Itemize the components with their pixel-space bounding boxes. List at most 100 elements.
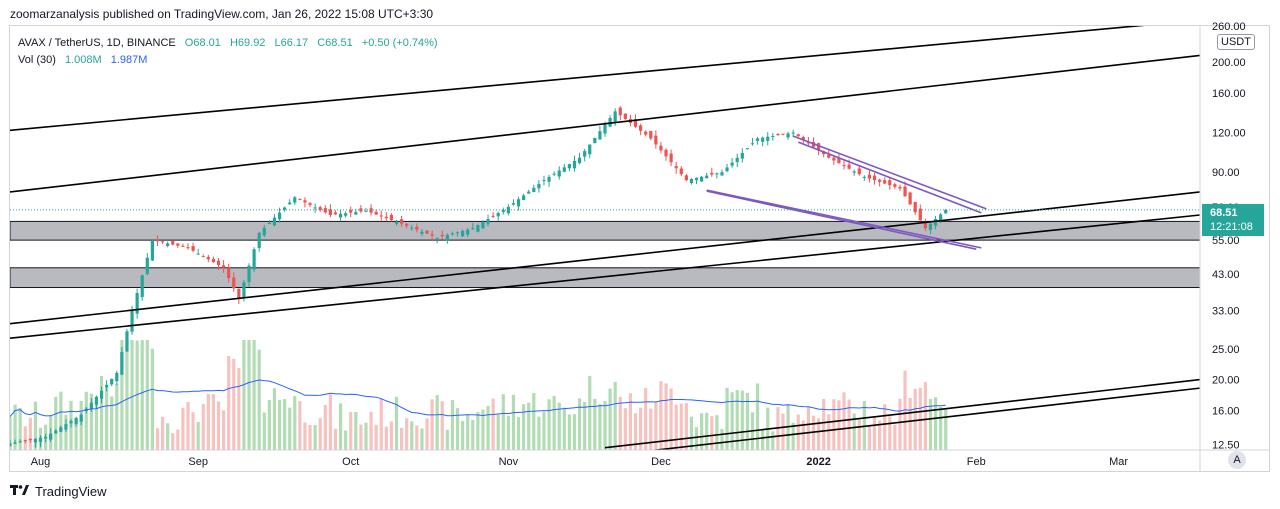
candle-body (13, 442, 17, 444)
candle-body (603, 124, 607, 134)
volume-bar (649, 408, 653, 450)
candle-body (349, 209, 353, 213)
legend-change: +0.50 (+0.74%) (361, 37, 438, 49)
candle-body (766, 136, 770, 141)
candle-body (364, 210, 368, 212)
candle-body (140, 275, 144, 297)
volume-bar (379, 398, 383, 450)
volume-bar (293, 395, 297, 450)
volume-bar (344, 430, 348, 450)
legend-vol-label[interactable]: Vol (30) (18, 54, 56, 66)
volume-bar (257, 349, 261, 450)
candle-body (33, 438, 38, 443)
volume-bar (308, 424, 312, 450)
volume-bar (669, 388, 673, 450)
candle-body (110, 378, 114, 385)
currency-button[interactable]: USDT (1217, 34, 1255, 50)
volume-bar (603, 401, 607, 450)
volume-bar (130, 340, 134, 450)
time-tick-label: Mar (1109, 456, 1128, 468)
candle-body (486, 219, 490, 224)
volume-bar (445, 429, 449, 450)
trend-line-2 (10, 191, 1200, 325)
volume-bar (394, 396, 399, 450)
candle-body (435, 237, 439, 239)
volume-bar (664, 383, 668, 450)
volume-bar (496, 414, 500, 450)
candle-body (893, 184, 897, 187)
candle-body (318, 207, 322, 210)
volume-bar (893, 424, 897, 450)
candle-body (206, 256, 210, 260)
volume-bar (349, 412, 353, 450)
volume-bar (405, 418, 409, 450)
candle-body (466, 229, 470, 235)
volume-bar (628, 393, 633, 450)
volume-bar (816, 418, 821, 450)
candle-body (160, 241, 165, 243)
candle-body (440, 234, 444, 237)
volume-bar (710, 416, 714, 450)
volume-bar (857, 419, 861, 450)
volume-bar (191, 412, 195, 450)
candle-body (257, 232, 261, 248)
candle-body (145, 257, 149, 275)
volume-bar (547, 399, 551, 450)
candle-body (410, 227, 414, 229)
volume-bar (196, 422, 200, 450)
plot-area (10, 26, 1200, 450)
candle-body (867, 174, 872, 179)
candle-body (857, 168, 861, 175)
volume-bar (491, 398, 495, 450)
chart-legend: AVAX / TetherUS, 1D, BINANCE O68.01 H69.… (18, 35, 444, 69)
candle-body (354, 212, 358, 215)
volume-bar (608, 388, 612, 450)
candle-body (918, 208, 922, 221)
volume-bar (110, 396, 114, 450)
volume-bar (577, 398, 582, 450)
volume-bar (369, 411, 373, 450)
candle-body (476, 225, 480, 232)
candle-body (481, 222, 485, 229)
time-tick-label: Dec (651, 456, 671, 468)
volume-bar (105, 386, 109, 450)
volume-bar (659, 381, 663, 450)
wedge-line-1 (797, 141, 982, 214)
time-tick-label: Nov (499, 456, 519, 468)
candle-body (399, 219, 404, 224)
volume-bar (832, 399, 836, 450)
price-tick-label: 55.00 (1212, 235, 1240, 247)
candle-body (542, 180, 546, 182)
candle-body (293, 197, 297, 203)
volume-bar (440, 401, 444, 450)
candle-body (516, 199, 521, 207)
legend-symbol[interactable]: AVAX / TetherUS, 1D, BINANCE (18, 37, 176, 49)
volume-bar (79, 401, 83, 450)
volume-bar (99, 375, 104, 450)
candle-body (633, 119, 638, 127)
candle-body (715, 173, 719, 175)
volume-bar (613, 381, 617, 450)
candle-body (618, 107, 622, 116)
volume-bar (725, 387, 729, 450)
candle-body (211, 259, 216, 263)
support-zone-1 (10, 267, 1200, 289)
volume-bar (374, 424, 378, 450)
candle-body (878, 179, 882, 182)
volume-bar (908, 398, 912, 450)
tradingview-brand[interactable]: TradingView (10, 484, 107, 499)
price-tick-label: 25.00 (1212, 344, 1240, 356)
price-tick-label: 90.00 (1212, 167, 1240, 179)
volume-bar (888, 416, 892, 450)
candle-body (10, 443, 12, 447)
auto-scale-button[interactable]: A (1228, 451, 1246, 469)
candle-body (679, 168, 683, 175)
volume-bar (135, 340, 139, 450)
legend-open: O68.01 (184, 37, 221, 49)
volume-bar (364, 422, 368, 450)
volume-bar (389, 421, 394, 450)
volume-bar (898, 398, 902, 450)
candle-body (638, 125, 643, 131)
candle-body (69, 421, 73, 424)
